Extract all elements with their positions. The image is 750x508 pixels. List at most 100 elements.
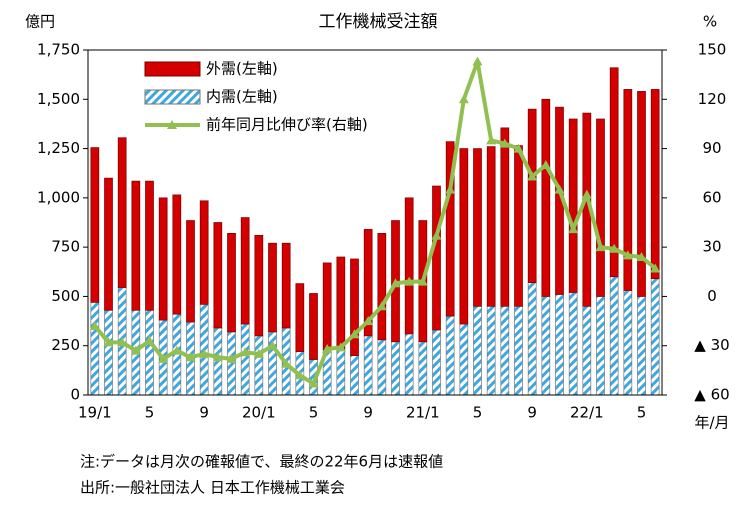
bar-segment bbox=[459, 148, 469, 325]
marker bbox=[527, 171, 538, 181]
marker bbox=[417, 276, 428, 286]
marker bbox=[226, 353, 237, 363]
marker bbox=[554, 184, 565, 194]
bar-segment bbox=[650, 89, 660, 280]
marker bbox=[240, 347, 251, 357]
legend-label: 外需(左軸) bbox=[206, 60, 278, 78]
x-tick-label: 5 bbox=[473, 404, 483, 422]
marker bbox=[89, 321, 100, 330]
marker bbox=[335, 342, 346, 352]
legend-label: 内需(左軸) bbox=[206, 88, 278, 106]
bar-segment bbox=[322, 262, 332, 351]
bar-segment bbox=[350, 355, 359, 396]
bar-segment bbox=[445, 315, 455, 396]
bar-segment bbox=[363, 229, 373, 337]
legend-swatch bbox=[144, 61, 201, 77]
x-tick-label: 5 bbox=[309, 404, 319, 422]
bar-segment bbox=[568, 292, 578, 396]
marker bbox=[486, 135, 497, 145]
bar-segment bbox=[445, 141, 455, 317]
marker bbox=[650, 263, 661, 273]
marker bbox=[363, 316, 374, 326]
marker bbox=[472, 56, 483, 66]
bar-segment bbox=[158, 197, 168, 321]
bar-segment bbox=[596, 296, 605, 396]
marker bbox=[117, 337, 128, 347]
x-tick-label: 19/1 bbox=[78, 404, 112, 422]
bar-segment bbox=[527, 282, 537, 396]
marker bbox=[322, 344, 333, 353]
y-tick-label: 750 bbox=[51, 238, 80, 256]
marker bbox=[185, 352, 196, 362]
bar-segment bbox=[350, 258, 359, 356]
bar-segment bbox=[637, 91, 646, 297]
legend-swatch bbox=[144, 89, 201, 105]
bar-segment bbox=[404, 333, 414, 396]
bar-segment bbox=[268, 242, 277, 333]
y2-tick-label: 60 bbox=[702, 188, 721, 206]
x-tick-label: 9 bbox=[527, 404, 537, 422]
bar-segment bbox=[254, 234, 264, 337]
x-tick-label: 9 bbox=[363, 404, 373, 422]
x-tick-label: 21/1 bbox=[406, 404, 440, 422]
x-tick-label: 5 bbox=[145, 404, 155, 422]
marker bbox=[499, 138, 510, 148]
marker bbox=[199, 348, 210, 358]
marker bbox=[595, 242, 606, 252]
y-tick-label: 1,250 bbox=[37, 139, 80, 157]
y-unit: 億円 bbox=[25, 13, 55, 31]
bar-segment bbox=[295, 283, 305, 352]
bar-segment bbox=[555, 294, 564, 396]
bar-segment bbox=[637, 296, 646, 396]
marker bbox=[431, 230, 442, 240]
bar-segment bbox=[186, 220, 195, 323]
bar-segment bbox=[582, 305, 592, 396]
bar-segment bbox=[609, 67, 619, 278]
y2-tick-label: 0 bbox=[707, 287, 717, 305]
marker bbox=[349, 329, 360, 339]
marker bbox=[376, 301, 387, 311]
y-tick-label: 1,000 bbox=[37, 188, 80, 206]
bar-segment bbox=[240, 323, 250, 396]
bar-segment bbox=[432, 329, 441, 396]
bar-segment bbox=[336, 349, 346, 396]
marker bbox=[281, 358, 292, 368]
marker bbox=[390, 278, 401, 288]
bar-segment bbox=[541, 296, 551, 396]
bar-segment bbox=[90, 301, 100, 396]
marker bbox=[636, 252, 647, 261]
bar-segment bbox=[568, 118, 578, 293]
bar-segment bbox=[473, 305, 482, 396]
legend-label: 前年同月比伸び率(右軸) bbox=[206, 116, 368, 134]
x-tick-label: 22/1 bbox=[570, 404, 604, 422]
plot-frame bbox=[87, 49, 663, 396]
bar-segment bbox=[432, 185, 441, 331]
marker bbox=[171, 345, 182, 355]
bar-segment bbox=[623, 290, 633, 396]
bar-segment bbox=[227, 331, 236, 396]
note: 注:データは月次の確報値で、最終の22年6月は速報値 bbox=[80, 453, 443, 471]
marker bbox=[581, 189, 592, 199]
marker bbox=[144, 335, 155, 345]
bar-segment bbox=[227, 232, 236, 333]
marker bbox=[212, 352, 223, 362]
bar-segment bbox=[609, 276, 619, 396]
marker bbox=[622, 250, 633, 260]
bar-segment bbox=[418, 341, 428, 396]
marker bbox=[513, 143, 524, 153]
bar-segment bbox=[500, 305, 510, 396]
bar-segment bbox=[117, 137, 127, 288]
y2-tick-label: ▲ 30 bbox=[694, 336, 729, 354]
bar-segment bbox=[145, 180, 154, 311]
marker bbox=[103, 337, 114, 347]
marker bbox=[267, 340, 278, 350]
bar-segment bbox=[131, 180, 141, 311]
bar-segment bbox=[391, 341, 400, 396]
y-tick-label: 1,750 bbox=[37, 41, 80, 59]
x-tick-label: 20/1 bbox=[242, 404, 276, 422]
y2-tick-label: 30 bbox=[702, 238, 721, 256]
legend-swatch bbox=[167, 120, 177, 129]
y2-tick-label: 150 bbox=[698, 41, 727, 59]
marker bbox=[609, 243, 620, 253]
